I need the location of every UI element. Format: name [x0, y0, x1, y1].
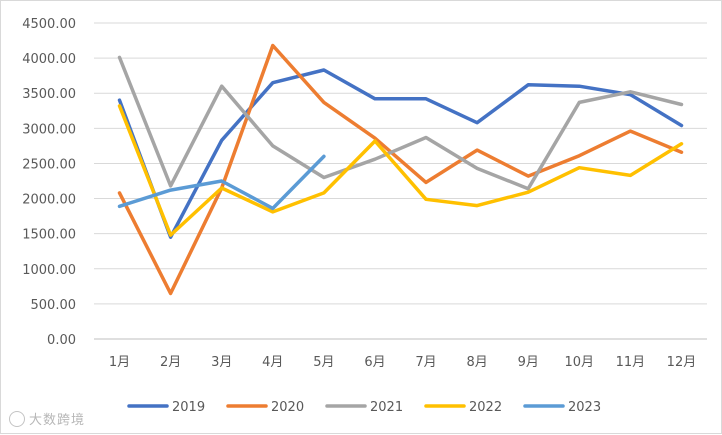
x-tick-label: 6月: [364, 355, 385, 370]
y-tick-label: 1000.00: [22, 263, 76, 278]
y-tick-label: 3000.00: [22, 122, 76, 137]
y-tick-label: 2000.00: [22, 193, 76, 208]
watermark-logo-icon: [9, 411, 25, 427]
watermark-text: 大数跨境: [29, 413, 86, 428]
legend: 2019 2020 2021 2022 2023: [127, 400, 601, 415]
series-line-2019: [117, 68, 684, 239]
y-tick-label: 3500.00: [22, 87, 76, 102]
legend-label-2019: 2019: [172, 400, 205, 415]
y-tick-labels: 0.00 500.00 1000.00 1500.00 2000.00 2500.00 30…: [22, 17, 76, 348]
x-tick-label: 4月: [262, 355, 283, 370]
x-tick-label: 11月: [616, 355, 646, 370]
y-tick-label: 0.00: [47, 333, 76, 348]
series-line-2021: [117, 55, 684, 191]
legend-label-2020: 2020: [271, 400, 304, 415]
x-tick-labels: 1月 2月 3月 4月 5月 6月 7月 8月 9月 10月 11月 12月: [109, 355, 696, 370]
x-tick-label: 12月: [667, 355, 697, 370]
y-tick-label: 4500.00: [22, 17, 76, 32]
legend-label-2023: 2023: [568, 400, 601, 415]
legend-label-2021: 2021: [370, 400, 403, 415]
series-line-2023: [117, 154, 326, 211]
x-tick-label: 8月: [466, 355, 487, 370]
x-tick-label: 2月: [160, 355, 181, 370]
x-tick-label: 5月: [313, 355, 334, 370]
x-tick-label: 1月: [109, 355, 130, 370]
watermark: 大数跨境: [9, 409, 85, 428]
series-line-2022: [117, 104, 684, 237]
y-tick-label: 500.00: [31, 298, 77, 313]
y-tick-label: 1500.00: [22, 228, 76, 243]
x-tick-label: 7月: [415, 355, 436, 370]
series-line-2020: [117, 43, 684, 296]
y-tick-label: 2500.00: [22, 157, 76, 172]
y-tick-label: 4000.00: [22, 52, 76, 67]
legend-label-2022: 2022: [469, 400, 502, 415]
x-tick-label: 9月: [518, 355, 539, 370]
series-lines: [117, 43, 684, 296]
x-tick-label: 10月: [565, 355, 595, 370]
gridlines: [94, 22, 707, 340]
x-tick-label: 3月: [211, 355, 232, 370]
